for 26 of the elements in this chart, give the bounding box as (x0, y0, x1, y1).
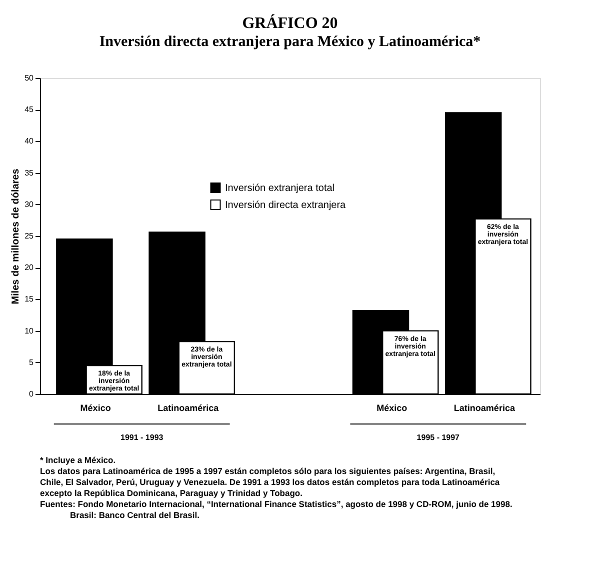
y-tick-label: 50 (24, 74, 34, 82)
x-tick-label: México (80, 403, 112, 413)
y-tick-label: 35 (24, 168, 34, 178)
chart-subtitle: Inversión directa extranjera para México y Latinoamérica* (99, 34, 481, 50)
text: * Incluye a México. (40, 455, 116, 465)
text: Brasil: Banco Central del Brasil. (70, 510, 200, 520)
text: Los datos para Latinoamérica de 1995 a 1997 están completos sólo para los siguientes países: Argentina, Brasil, Chile, El Salvador, Perú, Uruguay y Venezuela. De 1991 a 1993 los datos están completos para toda Latinoamérica excepto la República Dominicana, Paraguay y Trinidad y Tobago. (40, 466, 500, 498)
y-tick-label: 10 (24, 326, 34, 336)
legend-label: Inversión directa extranjera (225, 200, 346, 211)
y-axis-title: Miles de millones de dólares (10, 168, 22, 304)
x-tick-label: Latinoamérica (158, 403, 220, 413)
y-tick-label: 40 (24, 136, 34, 146)
chart-title: GRÁFICO 20 (242, 14, 338, 32)
y-tick-label: 45 (24, 105, 34, 114)
text: 1995 - 1997 (416, 433, 460, 442)
y-tick-label: 30 (24, 200, 34, 209)
y-tick-label: 20 (24, 263, 34, 272)
x-tick-label: Latinoamérica (454, 403, 516, 413)
text: 1991 - 1993 (120, 433, 164, 442)
y-tick-label: 0 (29, 390, 34, 398)
x-tick-label: México (376, 403, 408, 413)
y-tick-label: 15 (24, 294, 34, 304)
source-note: Fuentes: Fondo Monetario Internacional, “International Finance Statistics”, agosto de 1998 y CD-ROM, junio de 1998. (40, 499, 512, 509)
legend-label: Inversión extranjera total (225, 182, 335, 194)
y-tick-label: 5 (29, 358, 34, 367)
y-tick-label: 25 (24, 232, 34, 240)
